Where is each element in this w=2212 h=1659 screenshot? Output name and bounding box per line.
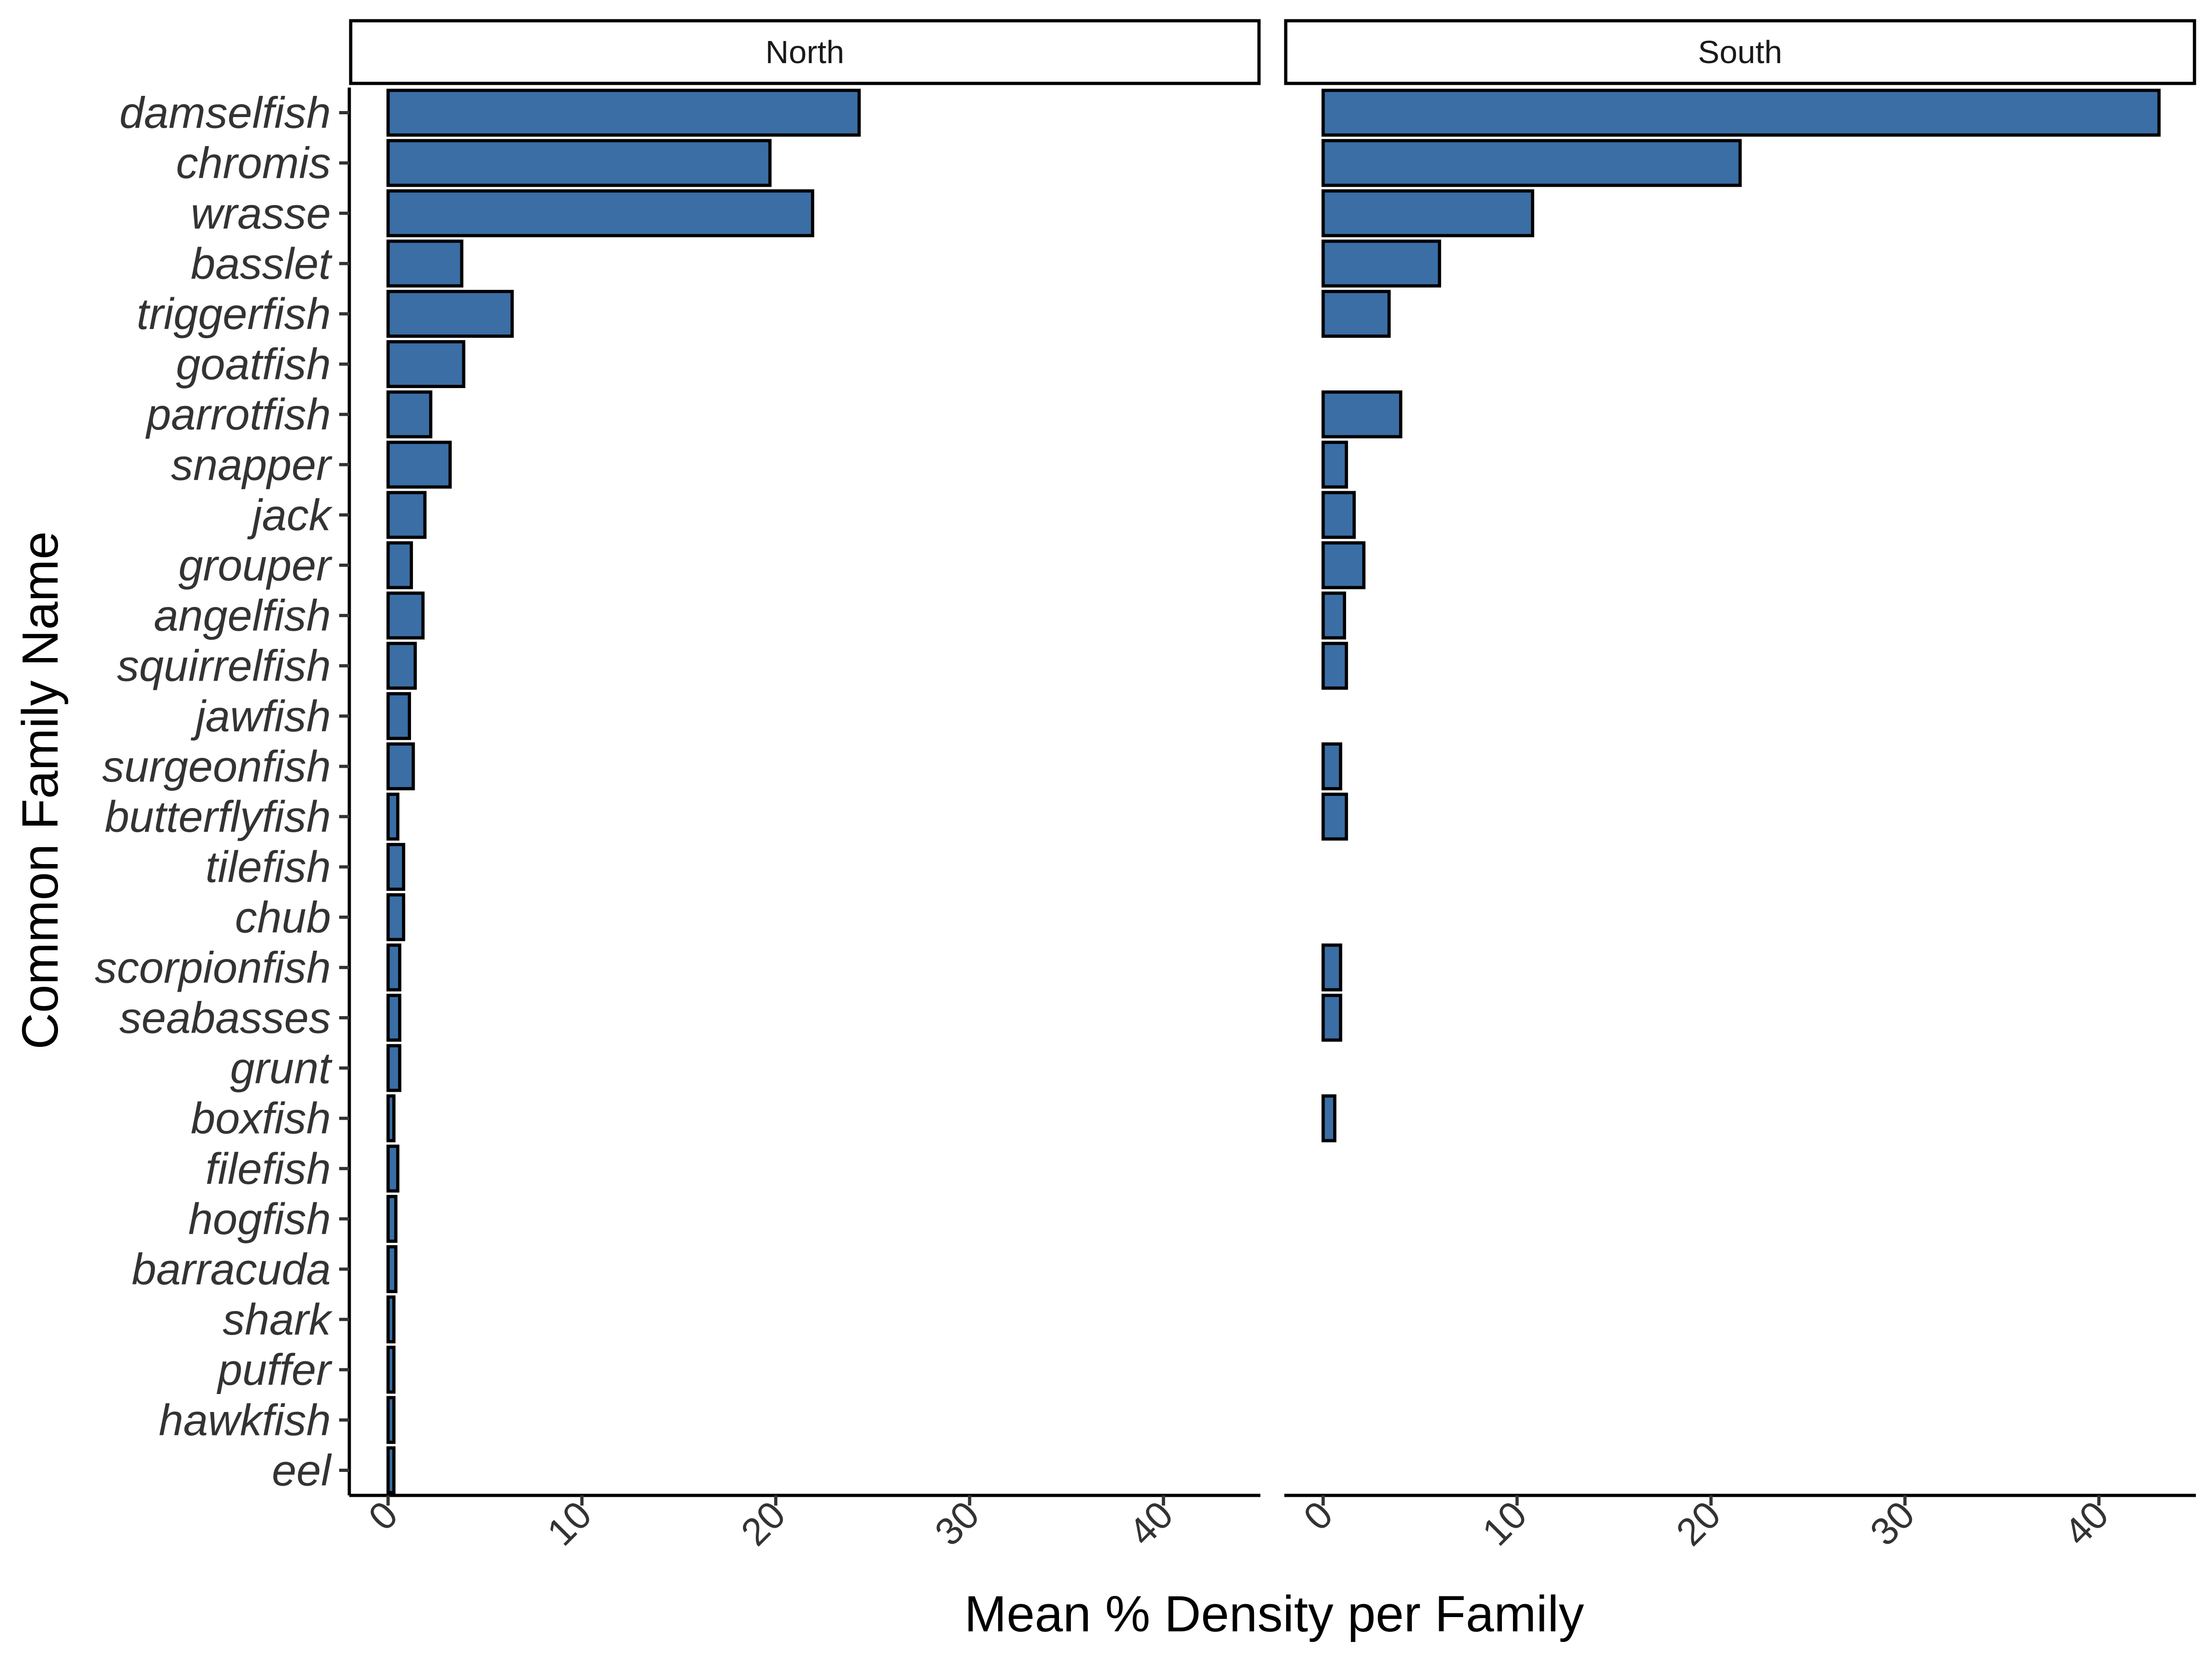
bar-south-seabasses bbox=[1321, 994, 1342, 1042]
y-tick-label-jack: jack bbox=[247, 490, 333, 540]
bar-south-triggerfish bbox=[1321, 289, 1391, 338]
y-tick-label-boxfish: boxfish bbox=[191, 1094, 331, 1143]
y-tick-label-angelfish: angelfish bbox=[154, 591, 331, 641]
y-tick-label-eel: eel bbox=[272, 1446, 332, 1495]
panel-south: South 0 10 20 30 40 bbox=[1284, 19, 2196, 1554]
bar-north-barracuda bbox=[386, 1245, 398, 1294]
bar-south-damselfish bbox=[1321, 88, 2161, 137]
bar-north-surgeonfish bbox=[386, 742, 415, 790]
bar-south-basslet bbox=[1321, 239, 1441, 288]
y-tick-label-barracuda: barracuda bbox=[132, 1245, 331, 1294]
y-tick-label-triggerfish: triggerfish bbox=[137, 289, 331, 339]
y-tick-label-hogfish: hogfish bbox=[188, 1194, 331, 1244]
bar-south-parrotfish bbox=[1321, 390, 1403, 439]
y-tick-label-wrasse: wrasse bbox=[191, 189, 331, 238]
bar-north-tilefish bbox=[386, 843, 406, 891]
x-tick-label-north-40: 40 bbox=[1120, 1493, 1182, 1554]
x-tick-label-south-40: 40 bbox=[2056, 1493, 2117, 1554]
bar-north-grunt bbox=[386, 1044, 401, 1092]
facet-label-south: South bbox=[1698, 34, 1783, 70]
bar-north-hawkfish bbox=[386, 1396, 396, 1444]
y-tick-label-basslet: basslet bbox=[191, 239, 333, 288]
bar-north-parrotfish bbox=[386, 390, 433, 439]
bar-south-scorpionfish bbox=[1321, 943, 1342, 992]
bar-north-jawfish bbox=[386, 692, 411, 740]
y-axis-title: Common Family Name bbox=[12, 531, 69, 1050]
facet-label-north: North bbox=[765, 34, 844, 70]
bar-north-hogfish bbox=[386, 1194, 398, 1243]
x-axis-title: Mean % Density per Family bbox=[965, 1586, 1584, 1642]
y-tick-label-grunt: grunt bbox=[230, 1044, 332, 1093]
y-tick-label-parrotfish: parrotfish bbox=[145, 390, 331, 439]
bar-south-wrasse bbox=[1321, 189, 1535, 237]
bar-north-goatfish bbox=[386, 340, 465, 388]
bar-north-snapper bbox=[386, 441, 452, 489]
bar-south-squirrelfish bbox=[1321, 641, 1348, 690]
bar-south-grouper bbox=[1321, 541, 1366, 589]
bar-north-scorpionfish bbox=[386, 943, 401, 992]
bar-south-surgeonfish bbox=[1321, 742, 1342, 790]
y-tick-label-seabasses: seabasses bbox=[119, 993, 331, 1042]
x-tick-label-south-10: 10 bbox=[1474, 1493, 1535, 1554]
bar-north-chub bbox=[386, 893, 406, 941]
y-tick-label-chromis: chromis bbox=[176, 139, 331, 188]
bar-north-eel bbox=[386, 1446, 396, 1494]
bar-north-boxfish bbox=[386, 1094, 396, 1142]
bar-north-seabasses bbox=[386, 994, 401, 1042]
bar-north-butterflyfish bbox=[386, 793, 400, 841]
x-tick-label-north-20: 20 bbox=[733, 1493, 794, 1554]
y-tick-label-jawfish: jawfish bbox=[191, 692, 331, 741]
y-tick-label-grouper: grouper bbox=[178, 541, 333, 590]
y-tick-label-filefish: filefish bbox=[206, 1144, 331, 1194]
y-tick-label-snapper: snapper bbox=[171, 440, 333, 489]
x-tick-label-north-10: 10 bbox=[539, 1493, 600, 1554]
x-tick-label-south-0: 0 bbox=[1295, 1493, 1341, 1539]
panels: North 0 10 20 30 40 South 0 10 20 30 40 bbox=[349, 19, 2196, 1554]
bar-north-puffer bbox=[386, 1346, 396, 1394]
y-tick-label-shark: shark bbox=[223, 1295, 333, 1344]
bar-north-shark bbox=[386, 1295, 396, 1344]
x-tick-label-south-20: 20 bbox=[1668, 1493, 1729, 1554]
bar-north-triggerfish bbox=[386, 289, 514, 338]
x-tick-label-north-0: 0 bbox=[360, 1493, 406, 1539]
y-axis-labels: damselfishchromiswrassebasslettriggerfis… bbox=[95, 88, 351, 1495]
bar-south-butterflyfish bbox=[1321, 793, 1348, 841]
y-tick-label-hawkfish: hawkfish bbox=[159, 1395, 331, 1445]
bar-north-basslet bbox=[386, 239, 464, 288]
y-tick-label-goatfish: goatfish bbox=[176, 340, 331, 389]
x-tick-label-south-30: 30 bbox=[1862, 1493, 1923, 1554]
bar-north-chromis bbox=[386, 139, 772, 187]
y-tick-label-chub: chub bbox=[235, 893, 331, 942]
bar-north-jack bbox=[386, 491, 427, 539]
y-tick-label-surgeonfish: surgeonfish bbox=[102, 742, 331, 791]
bar-north-filefish bbox=[386, 1144, 400, 1193]
bar-north-grouper bbox=[386, 541, 413, 589]
x-tick-label-north-30: 30 bbox=[926, 1493, 988, 1554]
y-tick-label-butterflyfish: butterflyfish bbox=[105, 792, 331, 841]
y-tick-label-scorpionfish: scorpionfish bbox=[95, 943, 331, 992]
bar-south-snapper bbox=[1321, 441, 1348, 489]
y-tick-label-puffer: puffer bbox=[217, 1345, 333, 1394]
facet-strip-south bbox=[1284, 19, 2196, 85]
bar-north-angelfish bbox=[386, 591, 425, 640]
bar-north-damselfish bbox=[386, 88, 861, 137]
bar-south-boxfish bbox=[1321, 1094, 1336, 1142]
bar-south-jack bbox=[1321, 491, 1356, 539]
panel-north: North 0 10 20 30 40 bbox=[349, 19, 1261, 1554]
y-tick-label-damselfish: damselfish bbox=[119, 88, 331, 138]
y-tick-label-tilefish: tilefish bbox=[206, 842, 331, 892]
facet-strip-north bbox=[349, 19, 1261, 85]
bar-north-squirrelfish bbox=[386, 641, 417, 690]
y-tick-label-squirrelfish: squirrelfish bbox=[117, 641, 331, 691]
bar-north-wrasse bbox=[386, 189, 814, 237]
bar-south-chromis bbox=[1321, 139, 1742, 187]
bar-south-angelfish bbox=[1321, 591, 1346, 640]
